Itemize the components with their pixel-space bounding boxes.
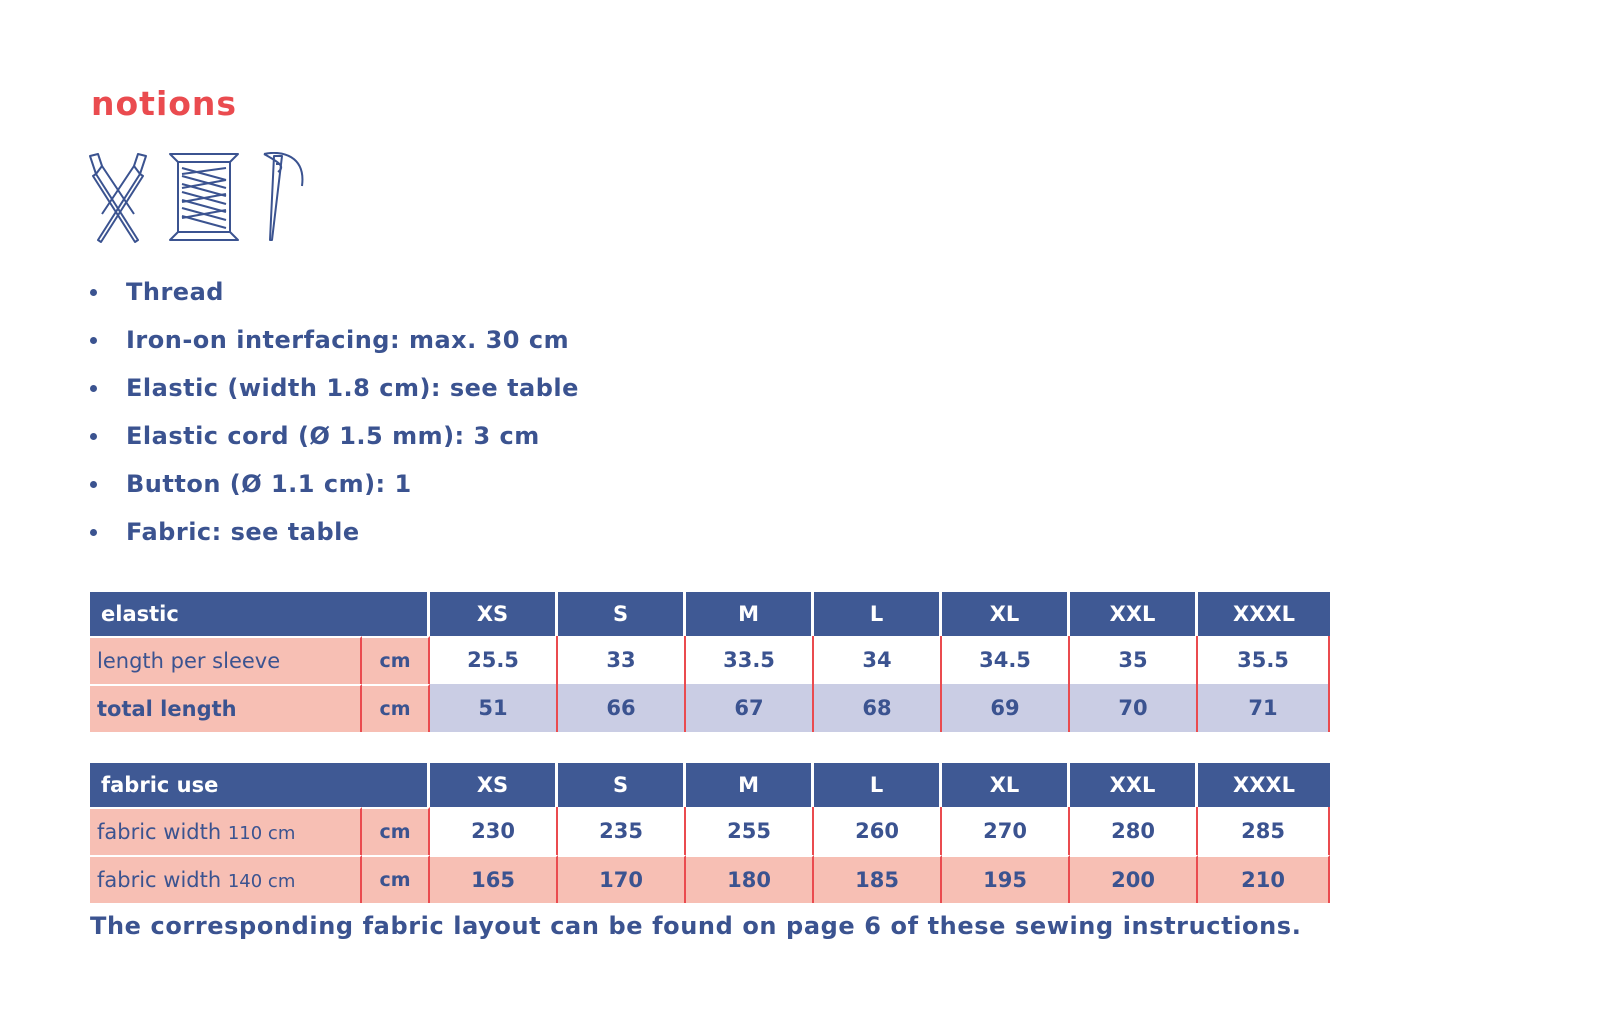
row-label: total length <box>90 684 362 732</box>
table-title: elastic <box>90 592 431 636</box>
list-item: Elastic cord (Ø 1.5 mm): 3 cm <box>88 420 579 468</box>
size-header: L <box>814 763 943 807</box>
table-cell: 230 <box>430 807 559 855</box>
table-title: fabric use <box>90 763 431 807</box>
table-cell: 33 <box>558 636 687 684</box>
size-header: XS <box>430 592 559 636</box>
needle-icon <box>263 152 304 241</box>
table-cell: 170 <box>558 855 687 903</box>
table-cell: 34 <box>814 636 943 684</box>
row-label: length per sleeve <box>90 636 362 684</box>
table-cell: 71 <box>1198 684 1331 732</box>
table-cell: 165 <box>430 855 559 903</box>
size-header: XXL <box>1070 763 1199 807</box>
table-cell: 270 <box>942 807 1071 855</box>
table-row: total length cm 51 66 67 68 69 70 71 <box>90 684 1331 732</box>
table-cell: 35.5 <box>1198 636 1331 684</box>
table-cell: 35 <box>1070 636 1199 684</box>
table-cell: 51 <box>430 684 559 732</box>
table-cell: 285 <box>1198 807 1331 855</box>
notions-list: Thread Iron-on interfacing: max. 30 cm E… <box>88 276 579 564</box>
size-header: XL <box>942 592 1071 636</box>
size-header: S <box>558 763 687 807</box>
size-header: M <box>686 592 815 636</box>
table-cell: 67 <box>686 684 815 732</box>
table-row: fabric width 140 cm cm 165 170 180 185 1… <box>90 855 1331 903</box>
footnote: The corresponding fabric layout can be f… <box>90 912 1302 940</box>
size-header: M <box>686 763 815 807</box>
table-cell: 70 <box>1070 684 1199 732</box>
table-cell: 25.5 <box>430 636 559 684</box>
list-item: Button (Ø 1.1 cm): 1 <box>88 468 579 516</box>
table-cell: 235 <box>558 807 687 855</box>
table-cell: 33.5 <box>686 636 815 684</box>
table-cell: 280 <box>1070 807 1199 855</box>
elastic-table: elastic XS S M L XL XXL XXXL length per … <box>90 592 1331 732</box>
row-label: fabric width 140 cm <box>90 855 362 903</box>
row-label: fabric width 110 cm <box>90 807 362 855</box>
table-row: length per sleeve cm 25.5 33 33.5 34 34.… <box>90 636 1331 684</box>
list-item: Iron-on interfacing: max. 30 cm <box>88 324 579 372</box>
list-item: Elastic (width 1.8 cm): see table <box>88 372 579 420</box>
size-header: XXXL <box>1198 592 1331 636</box>
table-cell: 66 <box>558 684 687 732</box>
row-unit: cm <box>362 636 431 684</box>
table-cell: 180 <box>686 855 815 903</box>
size-header: XXL <box>1070 592 1199 636</box>
table-row: fabric width 110 cm cm 230 235 255 260 2… <box>90 807 1331 855</box>
table-header-row: elastic XS S M L XL XXL XXXL <box>90 592 1331 636</box>
table-cell: 68 <box>814 684 943 732</box>
thread-spool-icon <box>169 153 239 241</box>
size-header: XXXL <box>1198 763 1331 807</box>
table-cell: 200 <box>1070 855 1199 903</box>
table-cell: 255 <box>686 807 815 855</box>
table-header-row: fabric use XS S M L XL XXL XXXL <box>90 763 1331 807</box>
table-cell: 195 <box>942 855 1071 903</box>
table-cell: 260 <box>814 807 943 855</box>
scissors-icon <box>89 153 147 243</box>
size-header: XL <box>942 763 1071 807</box>
table-cell: 185 <box>814 855 943 903</box>
fabric-use-table: fabric use XS S M L XL XXL XXXL fabric w… <box>90 763 1331 903</box>
row-unit: cm <box>362 807 431 855</box>
size-header: L <box>814 592 943 636</box>
row-unit: cm <box>362 684 431 732</box>
row-unit: cm <box>362 855 431 903</box>
table-cell: 210 <box>1198 855 1331 903</box>
list-item: Fabric: see table <box>88 516 579 564</box>
list-item: Thread <box>88 276 579 324</box>
table-cell: 34.5 <box>942 636 1071 684</box>
page-title: notions <box>91 84 238 123</box>
size-header: XS <box>430 763 559 807</box>
table-cell: 69 <box>942 684 1071 732</box>
size-header: S <box>558 592 687 636</box>
